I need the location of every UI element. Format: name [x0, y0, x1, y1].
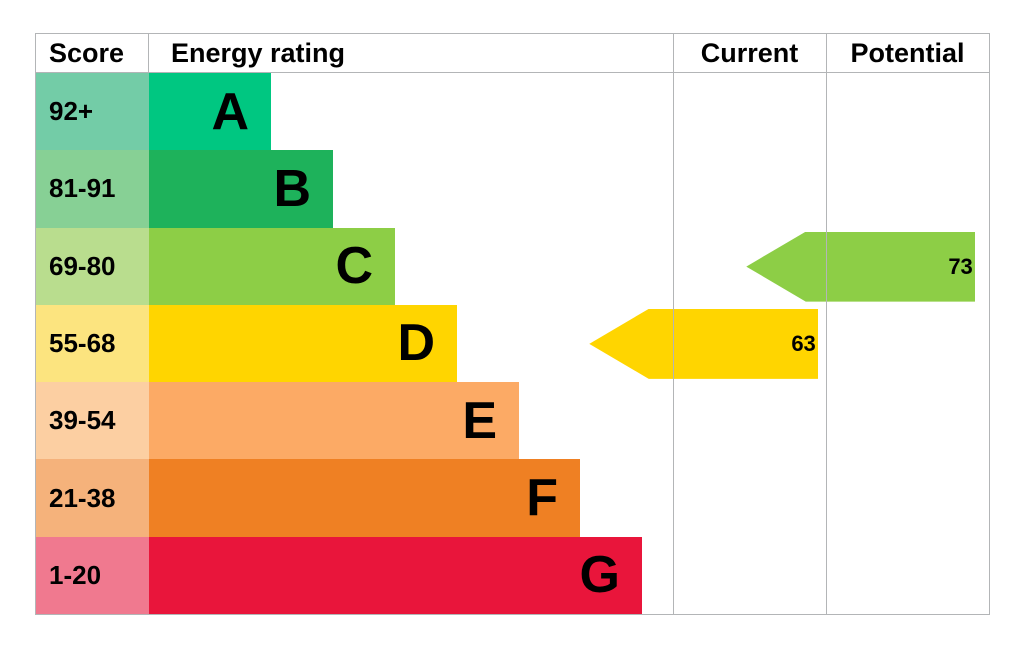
band-score-range: 21-38	[49, 482, 116, 513]
potential-rating-value: 73	[948, 253, 973, 279]
band-score-range: 55-68	[49, 327, 116, 358]
band-score-cell: 1-20	[36, 536, 149, 614]
current-rating-text: 63 D	[791, 330, 818, 357]
band-score-range: 39-54	[49, 405, 116, 436]
band-score-cell: 69-80	[36, 227, 149, 305]
band-row: 55-68 D	[36, 304, 989, 383]
score-column-header: Score	[36, 34, 149, 72]
band-score-cell: 21-38	[36, 459, 149, 537]
epc-table: Score Energy rating Current Potential 92…	[35, 33, 990, 615]
band-row: 39-54 E	[36, 382, 989, 460]
band-bar: A	[149, 73, 271, 151]
band-row: 92+ A	[36, 73, 989, 151]
band-letter: E	[462, 391, 497, 450]
band-letter: F	[526, 469, 558, 528]
band-score-range: 92+	[49, 96, 94, 127]
band-letter: B	[273, 159, 311, 218]
band-bar: C	[149, 227, 395, 305]
band-bar: B	[149, 150, 333, 228]
band-row: 1-20 G	[36, 536, 989, 614]
band-row: 81-91 B	[36, 150, 989, 228]
band-row: 69-80 C	[36, 227, 989, 305]
band-score-range: 81-91	[49, 173, 116, 204]
band-bar: D	[149, 304, 457, 383]
current-column-header: Current	[700, 37, 799, 68]
band-letter: A	[211, 82, 249, 141]
band-letter: G	[579, 546, 620, 605]
band-score-range: 1-20	[49, 559, 102, 590]
energy-rating-column-header: Energy rating	[171, 37, 346, 68]
band-rows: 92+ A 81-91 B 69-80 C 55-68 D 39-54 E	[36, 73, 989, 614]
band-score-cell: 55-68	[36, 304, 149, 383]
band-letter: C	[335, 237, 373, 296]
band-bar: E	[149, 382, 519, 460]
band-letter: D	[397, 314, 435, 373]
potential-column-header: Potential	[850, 37, 965, 68]
table-header: Score Energy rating Current Potential	[36, 34, 989, 73]
band-score-cell: 81-91	[36, 150, 149, 228]
band-bar: G	[149, 536, 642, 614]
band-bar: F	[149, 459, 580, 537]
band-row: 21-38 F	[36, 459, 989, 537]
band-score-range: 69-80	[49, 250, 116, 281]
band-score-cell: 39-54	[36, 382, 149, 460]
band-score-cell: 92+	[36, 73, 149, 151]
current-rating-value: 63	[791, 330, 816, 356]
potential-rating-text: 73 C	[948, 253, 975, 280]
